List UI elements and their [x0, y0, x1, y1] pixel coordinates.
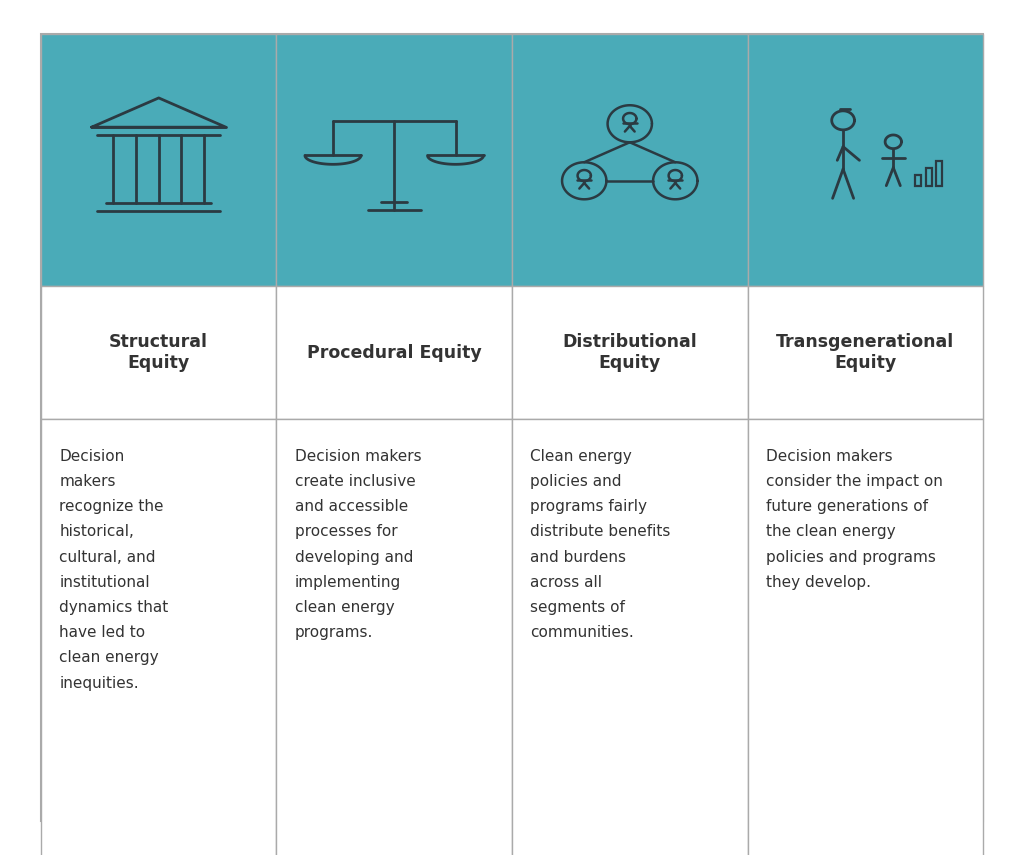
Bar [512, 419, 748, 855]
Text: Decision makers
consider the impact on
future generations of
the clean energy
po: Decision makers consider the impact on f… [766, 449, 943, 590]
Bar [276, 286, 512, 419]
Text: Structural
Equity: Structural Equity [110, 333, 208, 372]
Text: Distributional
Equity: Distributional Equity [562, 333, 697, 372]
Bar [926, 168, 932, 186]
Text: Procedural Equity: Procedural Equity [307, 344, 481, 362]
Bar [512, 34, 748, 286]
Bar [41, 419, 276, 855]
Bar [748, 419, 983, 855]
Bar [748, 286, 983, 419]
Bar [276, 34, 512, 286]
Text: Decision makers
create inclusive
and accessible
processes for
developing and
imp: Decision makers create inclusive and acc… [295, 449, 422, 640]
Bar [748, 34, 983, 286]
Bar [276, 419, 512, 855]
Bar [41, 34, 276, 286]
Text: Decision
makers
recognize the
historical,
cultural, and
institutional
dynamics t: Decision makers recognize the historical… [59, 449, 169, 691]
Bar [41, 286, 276, 419]
Text: Transgenerational
Equity: Transgenerational Equity [776, 333, 954, 372]
Bar [512, 286, 748, 419]
Bar [936, 162, 942, 186]
Bar [915, 175, 922, 186]
Text: Clean energy
policies and
programs fairly
distribute benefits
and burdens
across: Clean energy policies and programs fairl… [530, 449, 671, 640]
